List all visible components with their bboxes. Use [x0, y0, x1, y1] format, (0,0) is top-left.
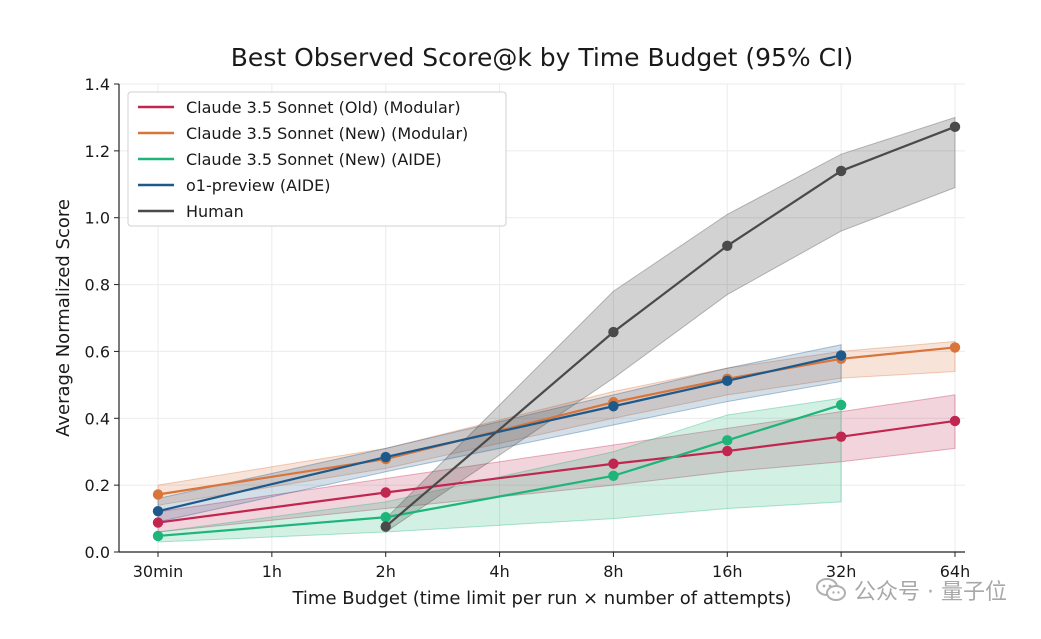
ci-band-3	[157, 344, 842, 523]
x-tick-label: 2h	[376, 562, 396, 581]
y-tick-label: 1.2	[85, 142, 110, 161]
data-point-0	[608, 458, 619, 469]
grid-layer	[119, 83, 965, 553]
data-point-2	[152, 530, 164, 542]
data-point-0	[949, 415, 961, 427]
data-point-3	[722, 375, 733, 387]
data-point-3	[152, 506, 164, 517]
y-tick-label: 0.4	[85, 409, 110, 428]
y-tick-label: 0.6	[85, 342, 110, 361]
data-point-3	[835, 350, 847, 361]
data-point-3	[380, 451, 391, 463]
y-tick-label: 1.4	[85, 75, 110, 94]
data-point-3	[608, 401, 619, 412]
y-tick-label: 1.0	[85, 209, 110, 228]
data-point-layer	[152, 121, 961, 542]
data-point-2	[608, 470, 619, 481]
legend-label-1: Claude 3.5 Sonnet (New) (Modular)	[186, 124, 468, 143]
data-point-0	[722, 445, 733, 457]
y-tick-label: 0.2	[85, 476, 110, 495]
data-point-0	[380, 487, 391, 498]
data-point-4	[949, 121, 961, 132]
data-point-1	[152, 489, 164, 500]
ci-band-2	[157, 397, 842, 543]
x-tick-label: 64h	[940, 562, 971, 581]
ci-band-layer	[157, 116, 956, 543]
data-point-1	[949, 342, 961, 353]
watermark: 公众号 · 量子位	[816, 574, 1007, 606]
y-tick-label: 0.0	[85, 543, 110, 562]
legend-label-4: Human	[186, 202, 244, 221]
data-point-2	[722, 435, 733, 446]
x-tick-label: 32h	[826, 562, 857, 581]
data-point-4	[835, 165, 847, 177]
data-point-4	[608, 326, 619, 338]
ci-band-4	[385, 116, 956, 533]
data-point-0	[152, 517, 164, 528]
data-point-2	[380, 512, 391, 523]
chart-title: Best Observed Score@k by Time Budget (95…	[231, 43, 853, 72]
data-point-4	[722, 240, 733, 251]
axis-layer: 0.0 0.2 0.4 0.6 0.8 1.0 1.2 1.4 30min 1h 2h 4h 8h 16h…	[85, 75, 971, 581]
x-tick-label: 16h	[712, 562, 743, 581]
watermark-text: 公众号 · 量子位	[854, 580, 1007, 605]
x-tick-label: 30min	[133, 562, 184, 581]
wechat-icon	[816, 578, 847, 601]
x-tick-label: 8h	[603, 562, 623, 581]
y-axis-label: Average Normalized Score	[53, 199, 74, 437]
data-point-4	[380, 521, 391, 532]
legend-box	[127, 91, 507, 227]
legend-label-0: Claude 3.5 Sonnet (Old) (Modular)	[186, 98, 461, 117]
data-point-2	[835, 399, 847, 411]
ci-band-0	[157, 394, 956, 533]
legend: Claude 3.5 Sonnet (Old) (Modular) Claude …	[127, 91, 507, 227]
x-tick-label: 1h	[262, 562, 282, 581]
y-tick-label: 0.8	[85, 276, 110, 295]
legend-label-2: Claude 3.5 Sonnet (New) (AIDE)	[186, 150, 442, 169]
legend-label-3: o1-preview (AIDE)	[186, 176, 330, 195]
x-axis-label: Time Budget (time limit per run × number…	[291, 588, 791, 609]
data-point-0	[835, 431, 847, 442]
x-tick-label: 4h	[489, 562, 509, 581]
